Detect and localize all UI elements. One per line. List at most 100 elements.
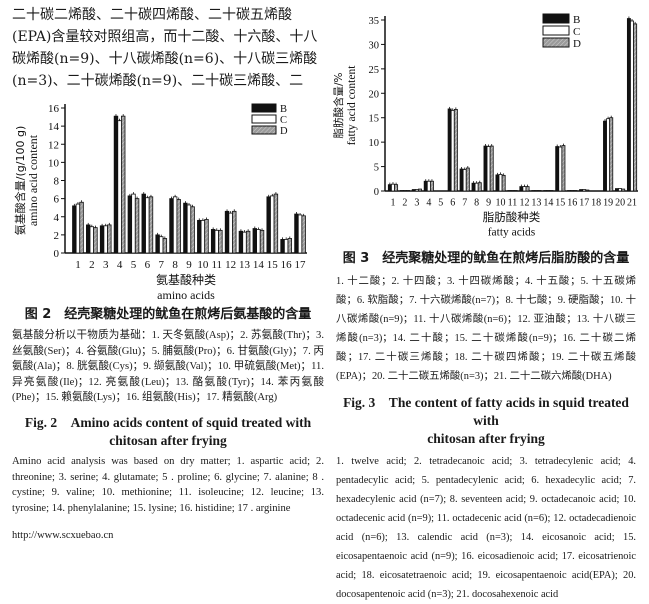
bar-d (395, 185, 398, 191)
figure3-note-cn: 1. 十二酸；2. 十四酸；3. 十四碳烯酸；4. 十五酸；5. 十五碳烯酸；6… (336, 272, 636, 386)
y-tick-label: 25 (369, 65, 380, 76)
bar-d (418, 189, 421, 191)
y-tick-label: 20 (369, 89, 380, 100)
bar-b (472, 183, 475, 191)
bar-c (243, 232, 247, 253)
x-tick-label: 10 (197, 259, 209, 271)
bar-b (211, 229, 215, 253)
bar-c (76, 204, 80, 253)
bar-d (622, 189, 625, 191)
x-tick-label: 6 (450, 198, 455, 209)
x-tick-label: 17 (295, 259, 307, 271)
bar-c (619, 189, 622, 191)
bar-b (460, 169, 463, 191)
bar-c (118, 121, 122, 253)
x-axis-label-en: amino acids (157, 288, 215, 302)
legend-swatch-c (543, 26, 569, 35)
bar-b (448, 109, 451, 191)
legend-swatch-d (543, 38, 569, 47)
bar-b (128, 196, 132, 253)
bar-d (191, 207, 195, 253)
bar-b (253, 229, 257, 253)
x-tick-label: 1 (75, 259, 81, 271)
bar-b (412, 190, 415, 191)
x-tick-label: 14 (253, 259, 265, 271)
x-tick-label: 12 (519, 198, 529, 209)
bar-c (583, 190, 586, 191)
y-tick-label: 0 (374, 187, 379, 198)
bar-c (187, 205, 191, 253)
legend-swatch-c (252, 115, 276, 123)
y-axis-label-en: amino acid content (26, 134, 40, 226)
y-tick-label: 16 (48, 103, 60, 115)
x-tick-label: 21 (627, 198, 637, 209)
x-tick-label: 12 (225, 259, 236, 271)
bar-d (502, 175, 505, 191)
bar-b (281, 239, 285, 253)
bar-c (173, 197, 177, 253)
figure3-note-en: 1. twelve acid; 2. tetradecanoic acid; 3… (336, 452, 636, 604)
bar-d (302, 216, 306, 253)
bar-c (451, 110, 454, 191)
bar-b (615, 189, 618, 191)
x-tick-label: 19 (603, 198, 613, 209)
bar-c (475, 183, 478, 191)
bar-c (607, 119, 610, 191)
body-paragraph: 二十碳二烯酸、二十碳四烯酸、二十碳五烯酸(EPA)含量较对照组高，而十二酸、十六… (12, 4, 324, 92)
bar-d (526, 187, 529, 191)
x-tick-label: 2 (89, 259, 95, 271)
y-tick-label: 0 (54, 248, 60, 260)
legend-label-b: B (573, 14, 580, 26)
bar-d (246, 231, 250, 253)
x-tick-label: 16 (281, 259, 293, 271)
bar-c (559, 147, 562, 191)
x-tick-label: 3 (414, 198, 419, 209)
x-tick-label: 7 (462, 198, 467, 209)
bar-d (135, 199, 139, 253)
bar-b (295, 214, 299, 253)
y-tick-label: 4 (54, 212, 60, 224)
y-tick-label: 10 (48, 157, 60, 169)
bar-c (90, 227, 94, 253)
bar-b (142, 194, 146, 253)
figure2-note-cn: 氨基酸分析以干物质为基础：1. 天冬氨酸(Asp)；2. 苏氨酸(Thr)；3.… (12, 328, 324, 406)
bar-c (523, 187, 526, 191)
bar-c (159, 237, 163, 253)
bar-b (225, 211, 229, 253)
y-tick-label: 10 (369, 138, 380, 149)
legend-label-c: C (573, 26, 580, 38)
x-tick-label: 14 (543, 198, 553, 209)
bar-c (499, 174, 502, 191)
y-tick-label: 14 (48, 121, 60, 133)
x-tick-label: 4 (426, 198, 431, 209)
bar-d (274, 194, 278, 253)
x-tick-label: 2 (402, 198, 407, 209)
bar-d (490, 146, 493, 191)
x-tick-label: 13 (531, 198, 541, 209)
figure2-caption-cn: 图 2 经壳聚糖处理的鱿鱼在煎烤后氨基酸的含量 (12, 306, 324, 324)
y-axis-label-cn: 氨基酸含量/(g/100 g) (13, 126, 27, 235)
bar-b (156, 235, 160, 253)
bar-c (132, 194, 136, 253)
figure2-caption-en-line1: Fig. 2 Amino acids content of squid trea… (12, 414, 324, 432)
x-axis-label-cn: 氨基酸种类 (156, 272, 216, 287)
bar-b (100, 226, 104, 253)
y-tick-label: 6 (54, 194, 60, 206)
bar-b (520, 187, 523, 191)
x-tick-label: 9 (486, 198, 491, 209)
bar-d (121, 116, 125, 253)
bar-d (94, 228, 98, 253)
bar-c (257, 229, 261, 253)
bar-c (463, 170, 466, 191)
y-tick-label: 2 (54, 230, 60, 242)
x-tick-label: 3 (103, 259, 109, 271)
y-axis-label-en: fatty acid content (346, 65, 358, 146)
left-column: 二十碳二烯酸、二十碳四烯酸、二十碳五烯酸(EPA)含量较对照组高，而十二酸、十六… (12, 4, 324, 541)
bar-b (388, 185, 391, 191)
footer-url[interactable]: http://www.scxuebao.cn (12, 530, 324, 541)
x-tick-label: 16 (567, 198, 577, 209)
legend-label-c: C (280, 115, 287, 126)
bar-c (391, 184, 394, 191)
bar-d (80, 202, 84, 253)
